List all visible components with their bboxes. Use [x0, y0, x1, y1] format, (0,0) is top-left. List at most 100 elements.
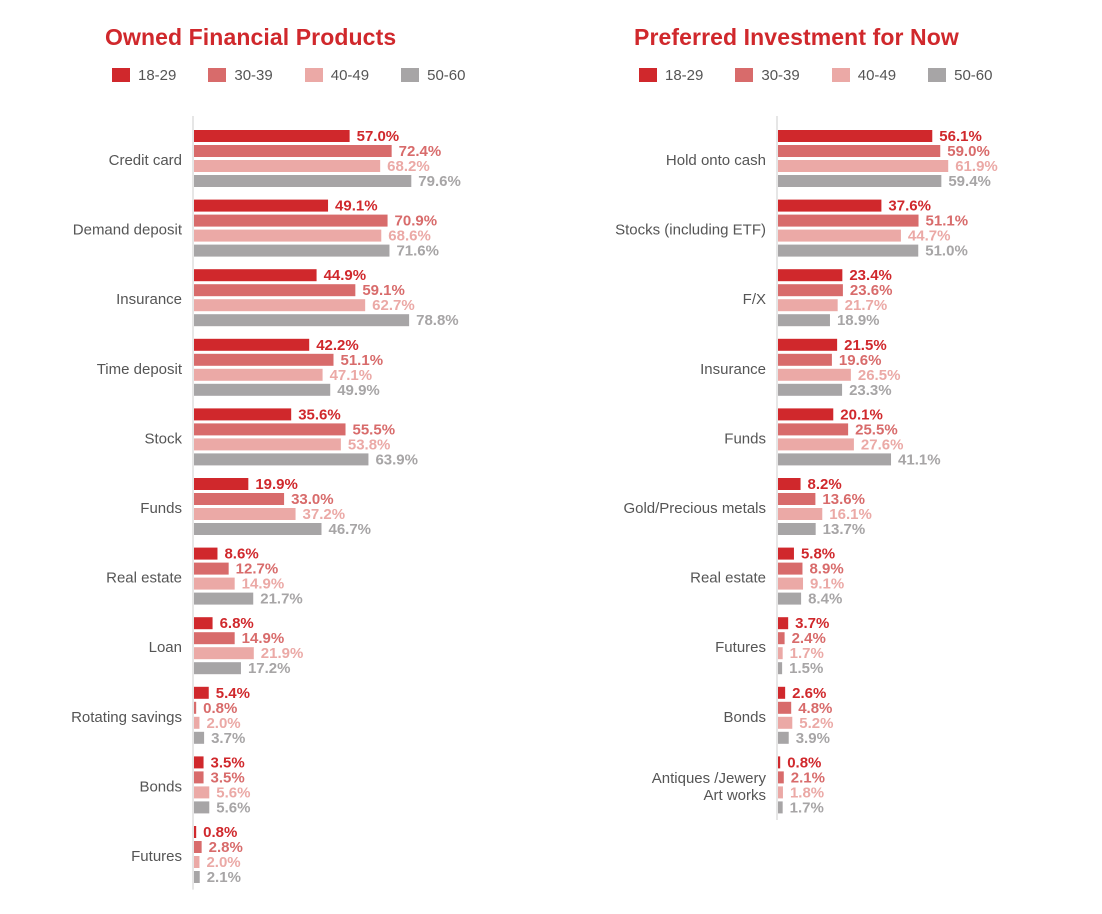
category-group-f-x: F/X 23.4%23.6%21.7%18.9% — [743, 267, 893, 329]
data-label: 49.9% — [337, 382, 380, 399]
data-label: 51.1% — [341, 352, 384, 369]
data-label: 2.1% — [791, 769, 825, 786]
data-label: 70.9% — [395, 213, 438, 230]
bar-insurance-18-29 — [194, 269, 317, 282]
legend-item-30-39: 30-39 — [208, 66, 273, 84]
category-group-credit-card: Credit card 57.0%72.4%68.2%79.6% — [109, 128, 461, 190]
bar-futures-50-60 — [778, 662, 783, 675]
chart-title: Owned Financial Products — [105, 24, 397, 50]
bar-bonds-50-60 — [778, 731, 789, 744]
bar-time-deposit-18-29 — [194, 338, 310, 351]
bar-rotating-savings-18-29 — [194, 686, 209, 699]
category-group-insurance: Insurance 21.5%19.6%26.5%23.3% — [700, 337, 900, 399]
legend-swatch — [831, 68, 850, 82]
bar-rotating-savings-30-39 — [194, 701, 197, 714]
category-group-real-estate: Real estate 5.8%8.9%9.1%8.4% — [690, 546, 844, 608]
bar-funds-50-60 — [194, 523, 322, 535]
data-label: 3.7% — [211, 730, 245, 747]
chart-legend: 18-29 30-39 40-49 50-60 — [639, 66, 1025, 84]
data-label: 3.9% — [796, 730, 830, 747]
bar-funds-50-60 — [778, 453, 892, 466]
data-label: 57.0% — [357, 128, 400, 145]
category-label: Rotating savings — [71, 709, 182, 726]
bar-funds-40-49 — [778, 438, 854, 451]
data-label: 27.6% — [861, 436, 904, 453]
data-label: 14.9% — [242, 630, 285, 647]
legend-label: 18-29 — [138, 66, 177, 84]
bar-demand-deposit-18-29 — [194, 199, 329, 212]
data-label: 3.7% — [795, 615, 829, 632]
data-label: 0.8% — [787, 754, 821, 771]
category-label: Futures — [131, 848, 182, 865]
category-label: Bonds — [723, 709, 766, 726]
category-group-demand-deposit: Demand deposit 49.1% 70.9%68.6%71.6% — [73, 198, 439, 260]
bar-gold-precious-metals-50-60 — [778, 523, 816, 535]
data-label: 59.1% — [362, 282, 405, 299]
legend-swatch — [208, 68, 227, 82]
bar-insurance-18-29 — [778, 338, 838, 351]
data-label: 2.4% — [792, 630, 826, 647]
data-label: 41.1% — [898, 451, 941, 468]
data-label: 5.8% — [801, 546, 835, 563]
category-group-funds: Funds 19.9%33.0%37.2%46.7% — [140, 476, 371, 538]
data-label: 46.7% — [328, 521, 371, 538]
data-label: 19.6% — [839, 352, 882, 369]
data-label: 59.4% — [948, 173, 991, 190]
data-label: 62.7% — [372, 297, 415, 314]
data-label: 78.8% — [416, 312, 459, 329]
data-label: 6.8% — [220, 615, 254, 632]
legend-label: 30-39 — [234, 66, 273, 84]
bar-bonds-18-29 — [194, 756, 204, 769]
bar-credit-card-30-39 — [194, 145, 392, 157]
bar-funds-18-29 — [194, 478, 249, 490]
bar-loan-18-29 — [194, 617, 213, 630]
category-label: Loan — [149, 639, 182, 656]
data-label: 53.8% — [348, 436, 391, 453]
data-label: 2.1% — [207, 869, 241, 886]
category-group-futures: Futures 0.8%2.8%2.0%2.1% — [131, 824, 243, 886]
legend-swatch — [112, 68, 130, 82]
legend-label: 50-60 — [954, 66, 993, 84]
bar-funds-30-39 — [194, 493, 285, 505]
bar-real-estate-50-60 — [194, 592, 254, 605]
bar-funds-40-49 — [194, 508, 296, 520]
category-label: Time deposit — [97, 361, 183, 378]
legend-item-50-60: 50-60 — [401, 66, 466, 84]
category-label: F/X — [743, 291, 766, 308]
category-label: Antiques /Jewery — [652, 770, 767, 787]
bar-stock-40-49 — [194, 438, 341, 451]
legend-label: 40-49 — [330, 66, 370, 84]
data-label: 3.5% — [211, 769, 245, 786]
data-label: 17.2% — [248, 660, 291, 677]
category-label: Art works — [703, 787, 766, 804]
category-group-loan: Loan 6.8%14.9%21.9%17.2% — [149, 615, 304, 677]
bar-gold-precious-metals-18-29 — [778, 478, 801, 490]
bar-futures-40-49 — [194, 856, 200, 868]
bar-real-estate-40-49 — [194, 577, 235, 590]
bar-credit-card-40-49 — [194, 160, 381, 172]
bar-insurance-30-39 — [194, 284, 356, 297]
bar-f-x-50-60 — [778, 314, 830, 327]
bar-gold-precious-metals-30-39 — [778, 493, 816, 505]
category-group-futures: Futures 3.7%2.4%1.7%1.5% — [715, 615, 829, 677]
preferred-investment-chart: Preferred Investment for Now 18-29 30-39… — [551, 0, 1102, 914]
preferred-investment-plot: Hold onto cash 56.1%59.0%61.9%59.4% Stocks… — [615, 116, 998, 820]
bar-time-deposit-40-49 — [194, 368, 323, 381]
bar-hold-onto-cash-30-39 — [778, 145, 941, 157]
bar-bonds-18-29 — [778, 686, 786, 699]
bar-real-estate-18-29 — [194, 547, 218, 560]
category-label: Insurance — [700, 361, 766, 378]
data-label: 8.2% — [808, 476, 842, 493]
category-label: Futures — [715, 639, 766, 656]
legend-swatch — [304, 68, 323, 82]
data-label: 37.6% — [888, 198, 931, 215]
bar-rotating-savings-40-49 — [194, 716, 200, 729]
data-label: 79.6% — [418, 173, 461, 190]
bar-antiques-jewery-art-works-50-60 — [778, 801, 783, 814]
bar-time-deposit-50-60 — [194, 383, 331, 396]
data-label: 13.7% — [823, 521, 866, 538]
category-label: Insurance — [116, 291, 182, 308]
bar-stocks-including-etf-50-60 — [778, 244, 919, 257]
data-label: 2.6% — [792, 685, 826, 702]
